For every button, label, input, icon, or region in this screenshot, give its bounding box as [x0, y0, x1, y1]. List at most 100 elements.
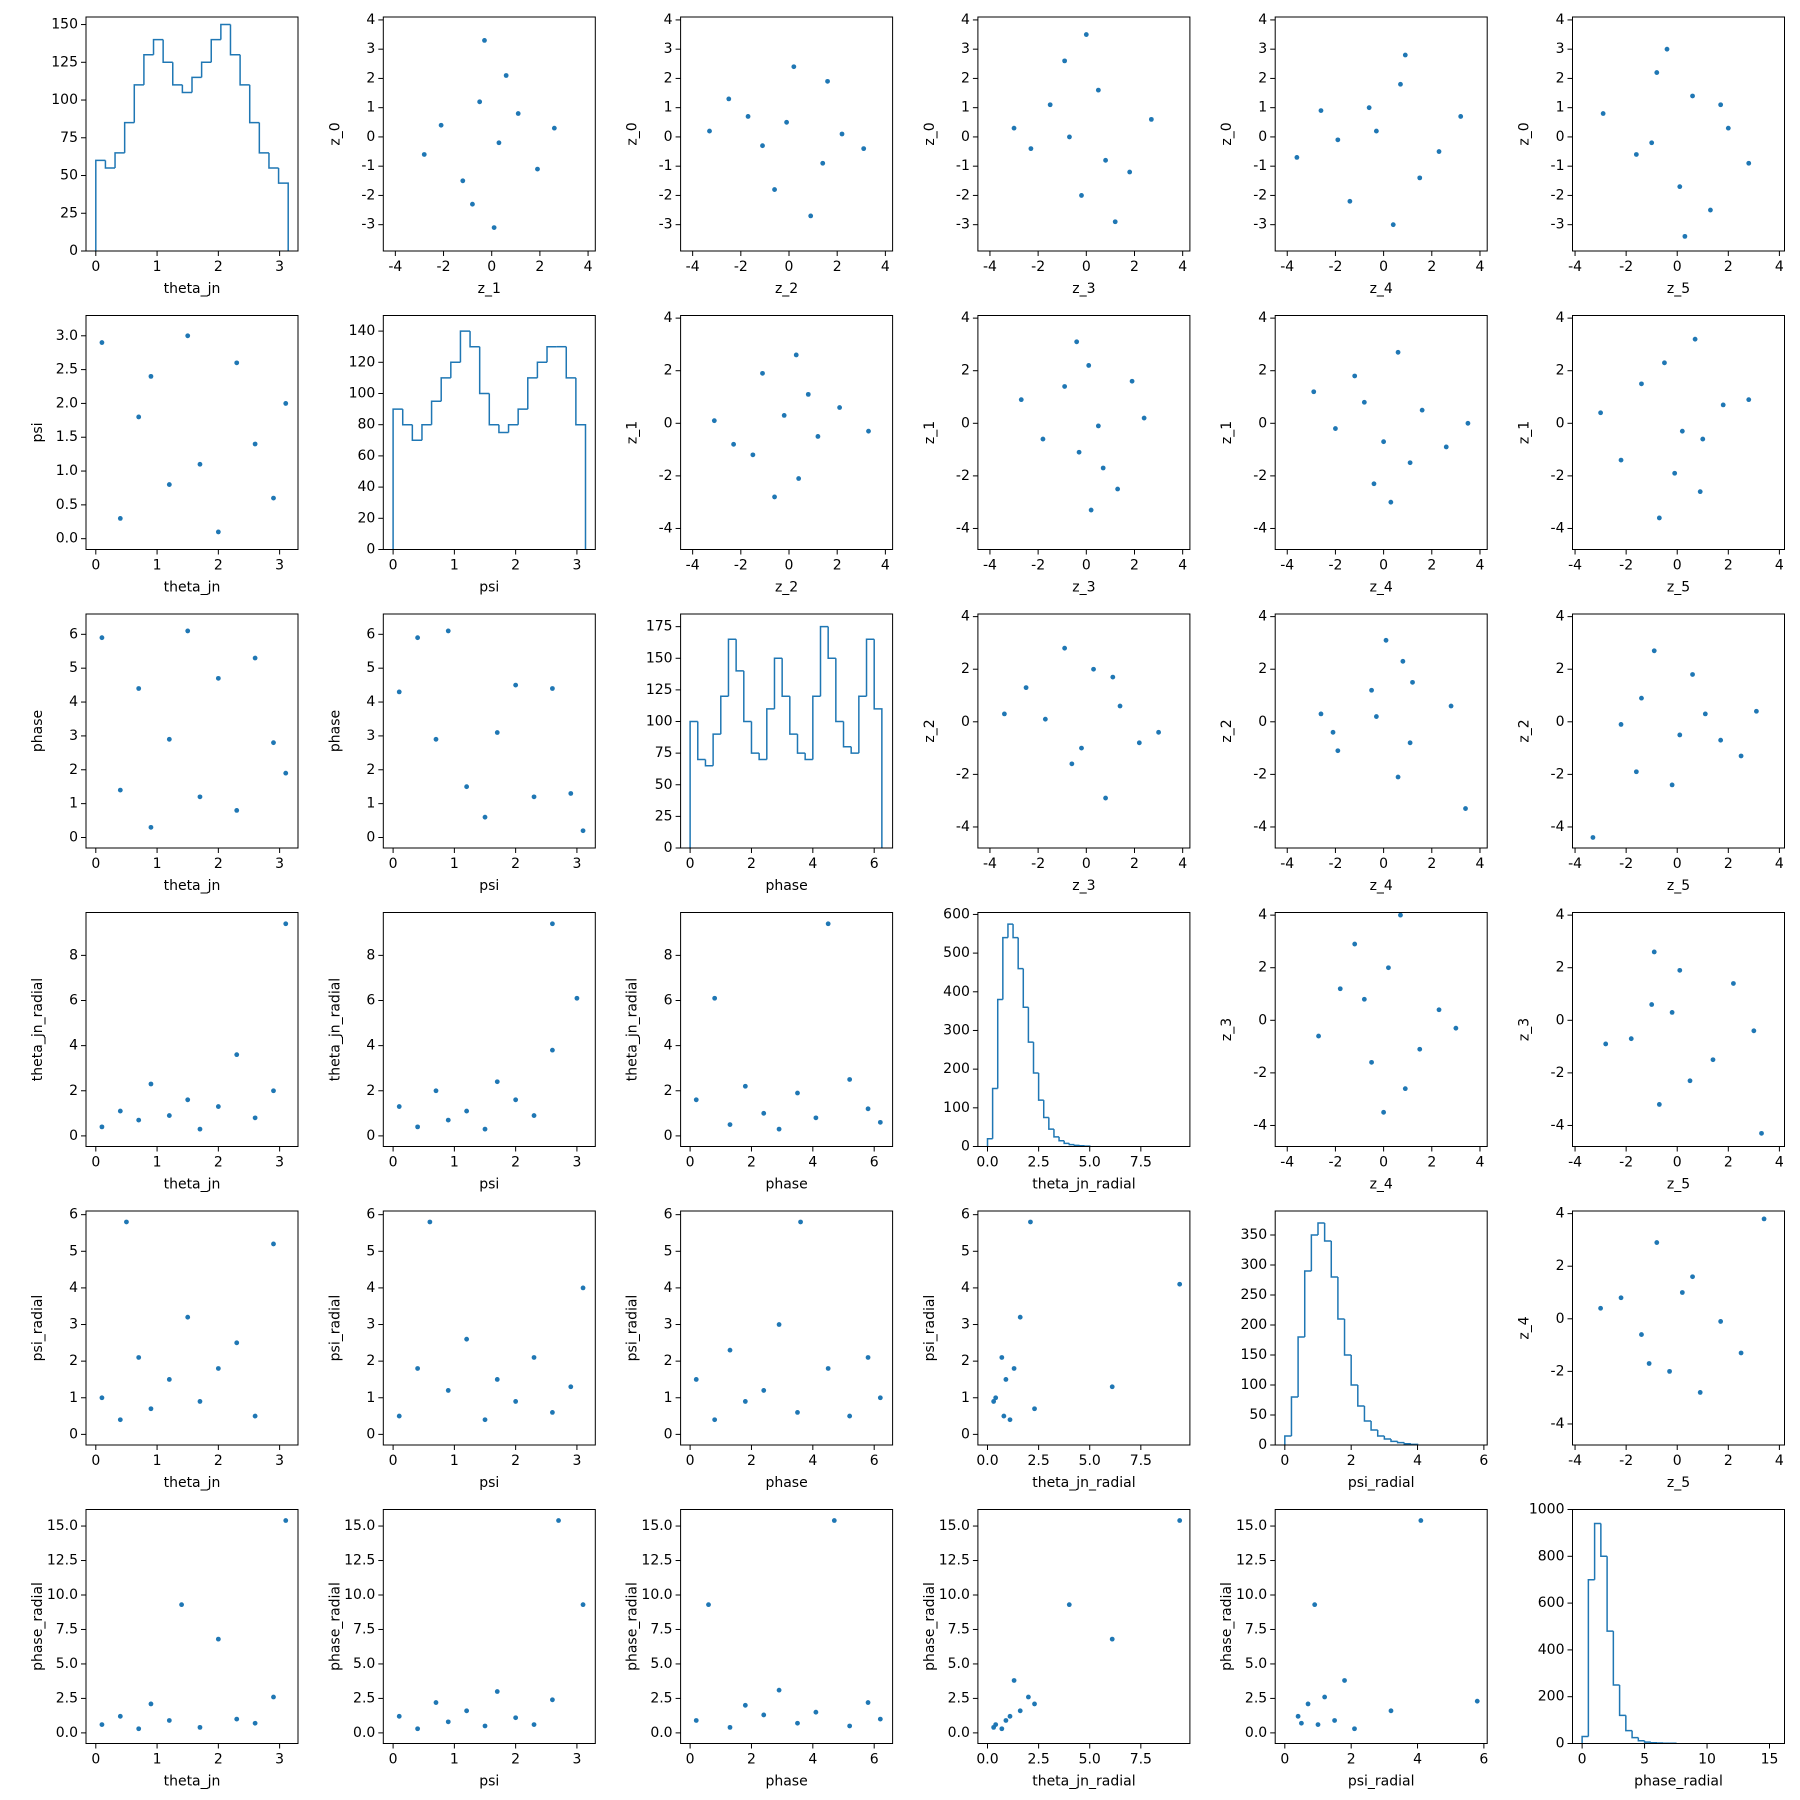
scatter-point: [1649, 140, 1655, 146]
x-axis-label: z_3: [1072, 878, 1095, 894]
scatter-point: [556, 1518, 561, 1523]
y-tick-label: -2: [659, 468, 673, 484]
y-axis-label: z_0: [1219, 122, 1235, 145]
y-tick-label: 5.0: [56, 1656, 78, 1672]
scatter-point: [1436, 149, 1442, 154]
y-tick-label: 15.0: [641, 1518, 672, 1534]
y-tick-label: -3: [1551, 217, 1565, 233]
x-tick-label: 4: [808, 1155, 817, 1171]
scatter-point: [482, 1417, 488, 1423]
scatter-point: [1091, 666, 1096, 672]
x-tick-label: 1: [153, 259, 162, 275]
y-axis-label: z_1: [922, 421, 938, 444]
scatter-point: [1141, 415, 1147, 421]
y-tick-label: 1: [69, 1390, 78, 1406]
y-tick-label: 2: [1556, 960, 1565, 976]
scatter-point: [1443, 444, 1449, 450]
y-tick-label: 1: [1556, 100, 1565, 116]
subplot: -4 -2 0 2 4 -4 -2 0 2 4 z_5 z_4: [1517, 1206, 1785, 1491]
y-tick-label: -1: [956, 158, 970, 174]
scatter-point: [1598, 1305, 1603, 1311]
scatter-point: [1639, 381, 1644, 387]
x-tick-label: 0: [785, 259, 794, 275]
axes-frame: [382, 16, 596, 252]
subplot: 0 1 2 3 0 1 2 3 4 5 6 theta_jn psi_radial: [30, 1207, 299, 1491]
y-tick-label: 3: [366, 41, 375, 57]
scatter-point: [1410, 679, 1415, 685]
scatter-point: [283, 921, 289, 927]
histogram-step: [1310, 1234, 1318, 1271]
y-axis-label: theta_jn_radial: [327, 978, 343, 1081]
scatter-point: [215, 1636, 221, 1642]
axes-frame: [85, 16, 299, 252]
y-tick-label: 100: [943, 1100, 970, 1116]
scatter-point: [1109, 1636, 1115, 1642]
axes-frame: [977, 613, 1191, 849]
scatter-point: [865, 1355, 871, 1360]
scatter-point: [1664, 46, 1670, 52]
scatter-point: [445, 1388, 451, 1393]
y-tick-label: 0: [366, 1426, 375, 1442]
scatter-point: [1047, 102, 1053, 108]
y-tick-label: 25: [655, 808, 673, 824]
axes-frame: [680, 315, 894, 550]
x-tick-label: 0: [389, 1155, 398, 1171]
y-axis-label: psi_radial: [922, 1295, 938, 1362]
x-tick-label: 2: [747, 1155, 756, 1171]
histogram-step: [1612, 1631, 1620, 1686]
scatter-point: [1692, 336, 1698, 342]
x-tick-label: 4: [1413, 1752, 1422, 1768]
subplot: -4 -2 0 2 4 -4 -2 0 2 4 z_4 z_3: [1219, 907, 1488, 1193]
x-axis-label: theta_jn: [164, 878, 221, 894]
scatter-point: [1110, 674, 1116, 680]
y-tick-label: 3.0: [56, 328, 78, 344]
scatter-point: [568, 1384, 574, 1390]
histogram-step: [1012, 924, 1019, 939]
y-tick-label: 12.5: [1236, 1553, 1267, 1569]
y-tick-label: 150: [51, 17, 78, 33]
y-tick-label: 6: [366, 993, 375, 1009]
y-tick-label: -2: [956, 766, 970, 782]
x-tick-label: 1: [153, 1453, 162, 1469]
y-tick-label: 4: [961, 609, 970, 625]
scatter-point: [1697, 489, 1703, 495]
scatter-point: [234, 1716, 240, 1722]
x-tick-label: 10: [1698, 1752, 1716, 1768]
histogram-step: [720, 695, 729, 735]
scatter-point: [877, 1119, 883, 1125]
scatter-point: [772, 187, 777, 192]
scatter-point: [117, 515, 123, 521]
scatter-point: [1028, 146, 1034, 152]
x-tick-label: -2: [1031, 259, 1045, 275]
scatter-point: [433, 1700, 439, 1705]
histogram-step: [1068, 1143, 1075, 1146]
scatter-point: [445, 1117, 451, 1123]
scatter-point: [1381, 1109, 1387, 1115]
scatter-point: [776, 1322, 782, 1327]
scatter-point: [1115, 486, 1121, 492]
scatter-point: [1718, 102, 1724, 108]
y-tick-label: 0: [664, 1128, 673, 1144]
y-tick-label: 0.0: [948, 1725, 970, 1741]
scatter-point: [1759, 1130, 1764, 1136]
y-tick-label: 2: [664, 363, 673, 379]
scatter-point: [1011, 1678, 1017, 1683]
histogram-step: [1042, 1100, 1049, 1119]
axes-frame: [1572, 16, 1785, 252]
subplot: 0 1 2 3 0 2 4 6 8 theta_jn theta_jn_radial: [30, 912, 299, 1193]
y-axis-label: z_0: [922, 122, 938, 145]
x-axis-label: z_2: [775, 281, 798, 297]
x-tick-label: 4: [1413, 1453, 1422, 1469]
y-tick-label: 150: [1240, 1347, 1267, 1363]
y-axis-label: phase: [30, 710, 46, 752]
scatter-point: [1042, 716, 1048, 722]
y-tick-label: 4: [961, 1280, 970, 1296]
scatter-point: [795, 1090, 800, 1096]
subplot: 0 2 4 6 0 25 50 75 100 125 150 175 phase: [646, 613, 894, 894]
x-tick-label: 3: [572, 1752, 581, 1768]
scatter-point: [1361, 996, 1367, 1002]
y-axis-label: phase_radial: [327, 1582, 343, 1671]
scatter-point: [252, 1115, 258, 1121]
y-tick-label: 50: [1249, 1407, 1267, 1423]
x-tick-label: 1: [450, 856, 459, 872]
